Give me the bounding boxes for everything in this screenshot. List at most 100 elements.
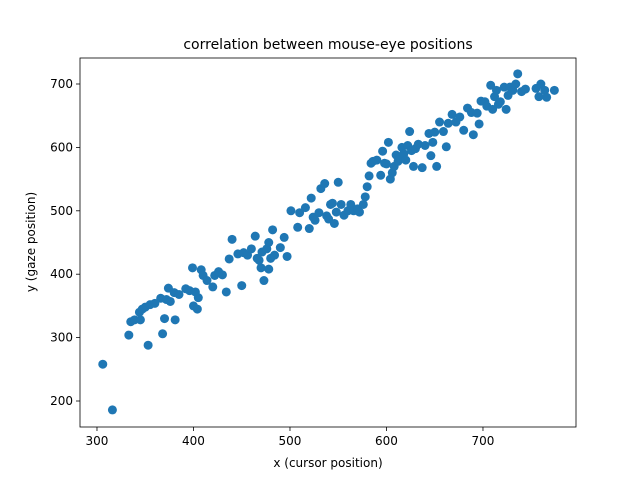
y-tick-label: 500 <box>50 204 73 218</box>
point <box>362 182 372 192</box>
point <box>428 137 438 147</box>
point <box>432 161 442 171</box>
y-axis-label: y (gaze position) <box>24 192 38 292</box>
point <box>441 142 451 152</box>
point <box>474 119 484 129</box>
point <box>150 298 160 308</box>
point <box>270 250 280 260</box>
point <box>401 155 411 165</box>
point <box>158 329 168 339</box>
x-tick-label: 500 <box>279 434 302 448</box>
point <box>381 159 391 169</box>
y-tick-label: 200 <box>50 394 73 408</box>
point <box>246 244 256 254</box>
point <box>282 251 292 261</box>
point <box>486 80 496 90</box>
point <box>124 330 134 340</box>
point <box>405 127 415 137</box>
point <box>304 224 314 234</box>
point <box>293 222 303 232</box>
point <box>188 263 198 273</box>
point <box>217 270 227 280</box>
x-axis-label: x (cursor position) <box>273 456 382 470</box>
point <box>331 207 341 217</box>
y-tick-label: 600 <box>50 140 73 154</box>
point <box>443 118 453 128</box>
point <box>495 97 505 107</box>
point <box>488 104 498 114</box>
point <box>237 281 247 291</box>
point <box>549 85 559 95</box>
point <box>542 92 552 102</box>
point <box>435 117 445 127</box>
point <box>329 218 339 228</box>
point <box>286 206 296 216</box>
point <box>408 161 418 171</box>
point <box>264 238 274 247</box>
point <box>202 276 212 286</box>
point <box>192 304 202 314</box>
point <box>540 85 550 95</box>
point <box>98 359 108 369</box>
point <box>472 108 482 118</box>
x-tick-label: 300 <box>86 434 109 448</box>
point <box>430 127 440 137</box>
point <box>468 130 478 140</box>
point <box>513 69 523 79</box>
point <box>534 92 544 102</box>
point <box>268 225 278 235</box>
point <box>501 104 511 114</box>
point <box>295 208 305 218</box>
point <box>306 193 316 203</box>
point <box>170 315 180 325</box>
point <box>459 125 469 135</box>
point <box>275 243 285 253</box>
point <box>254 255 264 265</box>
point <box>227 234 237 244</box>
point <box>413 139 423 149</box>
point <box>259 276 269 286</box>
point <box>336 199 346 209</box>
point <box>360 192 370 202</box>
point <box>491 85 501 95</box>
point <box>264 264 274 274</box>
point <box>358 199 368 209</box>
y-tick-label: 300 <box>50 331 73 345</box>
point <box>447 109 457 119</box>
point <box>300 203 310 213</box>
point <box>354 207 364 217</box>
point <box>208 282 218 292</box>
plot-frame <box>79 57 577 428</box>
point <box>438 127 448 137</box>
point <box>174 289 184 299</box>
chart-title: correlation between mouse-eye positions <box>183 37 472 53</box>
point <box>107 405 117 415</box>
point <box>143 340 153 350</box>
y-tick-label: 400 <box>50 267 73 281</box>
point <box>376 170 386 180</box>
point <box>224 254 234 264</box>
x-tick-label: 600 <box>375 434 398 448</box>
y-tick-label: 700 <box>50 77 73 91</box>
point <box>455 112 465 122</box>
point <box>320 179 330 189</box>
point <box>314 208 324 218</box>
point <box>193 293 203 303</box>
point <box>417 163 427 173</box>
point <box>372 155 382 165</box>
point <box>511 79 521 89</box>
point <box>420 140 430 150</box>
point <box>279 232 289 242</box>
point <box>160 314 170 324</box>
point <box>310 215 320 225</box>
point <box>364 171 374 181</box>
point <box>378 146 388 156</box>
point <box>221 287 231 297</box>
point <box>333 177 343 187</box>
point <box>520 84 530 94</box>
x-tick-label: 700 <box>472 434 495 448</box>
point <box>327 198 337 208</box>
point <box>256 263 266 273</box>
